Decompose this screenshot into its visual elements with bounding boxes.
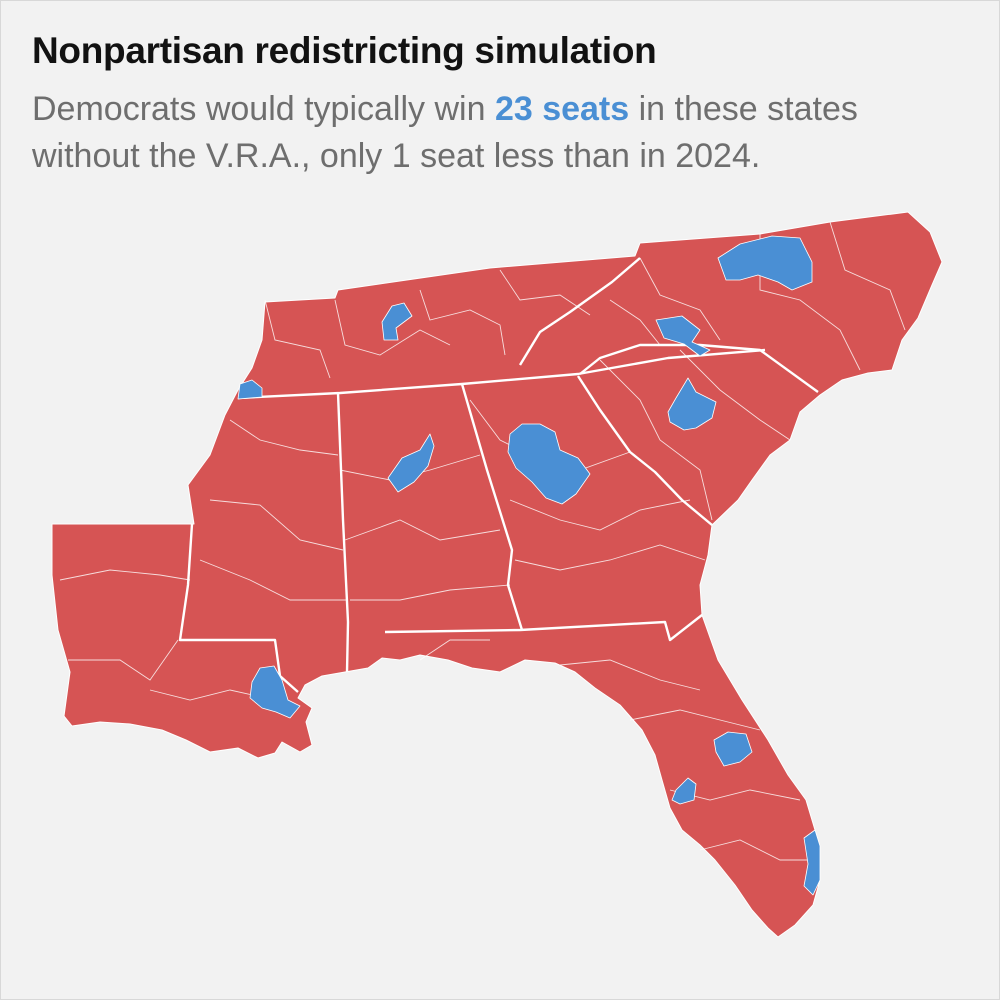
district-orlando — [713, 731, 753, 767]
state-borders — [178, 257, 819, 693]
district-south-florida — [803, 829, 821, 896]
border-tn-south — [237, 348, 766, 400]
subtitle-text-after: in these states without the V.R.A., only… — [32, 90, 858, 175]
border-tn-nc — [518, 257, 641, 366]
district-new-orleans — [249, 665, 301, 719]
district-charlotte — [655, 315, 711, 357]
district-raleigh-durham — [717, 235, 813, 291]
district-memphis — [237, 379, 263, 400]
district-birmingham — [387, 433, 435, 493]
democratic-districts — [237, 235, 821, 896]
border-ga-sc — [576, 375, 713, 526]
border-al-ga — [460, 383, 524, 631]
map-title: Nonpartisan redistricting simulation — [32, 30, 657, 71]
border-nc-sc — [579, 343, 819, 393]
district-nashville — [381, 302, 413, 341]
border-fl-north — [384, 614, 703, 642]
border-ms-al — [336, 392, 350, 673]
district-atlanta — [507, 423, 591, 505]
subtitle-text-before: Democrats would typically win — [32, 90, 495, 128]
district-tampa — [671, 777, 697, 805]
seat-count-highlight: 23 seats — [494, 90, 630, 128]
southeast-landmass — [51, 211, 943, 938]
district-columbia — [667, 377, 717, 431]
map-subtitle: Democrats would typically win 23 seats i… — [32, 86, 932, 180]
border-la-ms — [178, 523, 299, 693]
